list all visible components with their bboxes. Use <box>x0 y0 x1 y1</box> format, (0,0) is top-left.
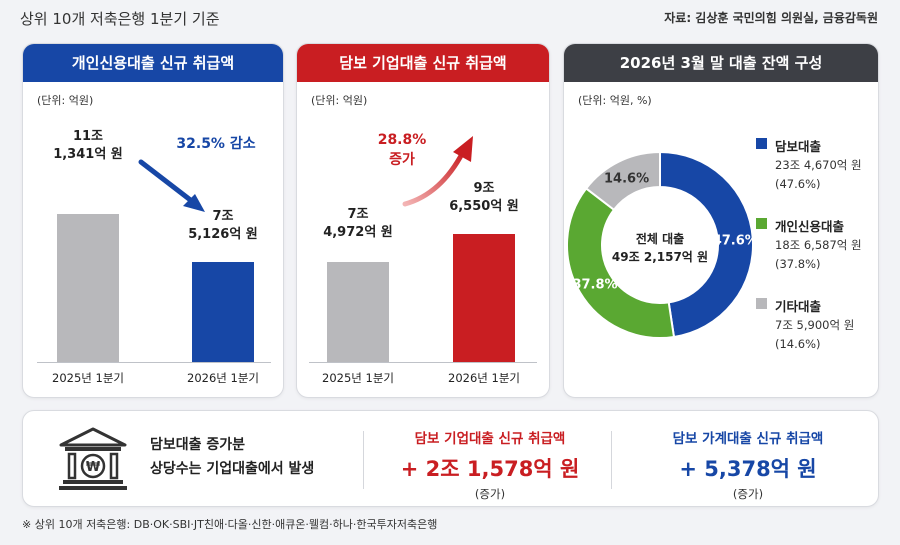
stat-value: + 2조 1,578억 원 <box>400 457 580 481</box>
donut-slice-label: 14.6% <box>604 171 649 186</box>
change-annotation: 28.8% 증가 <box>357 130 447 170</box>
x-tick-2026: 2026년 1분기 <box>187 371 259 385</box>
x-tick-2026: 2026년 1분기 <box>448 371 520 385</box>
stat-title: 담보 가계대출 신규 취급액 <box>672 431 824 447</box>
donut-slice-collateral <box>659 150 754 339</box>
bank-icon: ₩ <box>59 427 127 490</box>
legend-value: 23조 4,670억 원 <box>775 158 862 172</box>
donut-chart: 47.6% 37.8% 14.6% <box>566 150 754 339</box>
legend-swatch <box>756 138 767 149</box>
donut-slice-label: 47.6% <box>713 233 754 248</box>
donut-slice-label: 37.8% <box>572 277 617 292</box>
bar-2026 <box>192 262 254 362</box>
bar-value-line1: 7조 <box>212 209 234 224</box>
stat-collateral-household: 담보 가계대출 신규 취급액 + 5,378억 원 (증가) <box>633 427 863 502</box>
x-tick-2025: 2025년 1분기 <box>322 371 394 385</box>
legend-pct: (14.6%) <box>775 337 821 351</box>
panel-collateral-corporate: 담보 기업대출 신규 취급액 (단위: 억원) 7조 4,972억 원 9조 6… <box>296 43 550 398</box>
stat-title: 담보 기업대출 신규 취급액 <box>414 431 566 447</box>
change-annotation: 32.5% 감소 <box>176 136 256 152</box>
legend-value: 18조 6,587억 원 <box>775 238 862 252</box>
summary-panel: ₩ 담보대출 증가분 상당수는 기업대출에서 발생 담보 기업대출 신규 취급액… <box>22 410 879 507</box>
divider <box>611 431 612 489</box>
divider <box>363 431 364 489</box>
summary-line2: 상당수는 기업대출에서 발생 <box>150 461 315 477</box>
bar-value-line2: 6,550억 원 <box>449 199 519 214</box>
legend-pct: (47.6%) <box>775 177 821 191</box>
legend-name: 기타대출 <box>775 299 822 314</box>
legend-name: 개인신용대출 <box>775 219 845 234</box>
legend-swatch <box>756 218 767 229</box>
svg-text:₩: ₩ <box>86 460 101 475</box>
bar-value-line2: 4,972억 원 <box>323 225 393 240</box>
bar-value-line1: 11조 <box>72 129 104 144</box>
legend-pct: (37.8%) <box>775 257 821 271</box>
change-annotation-pct: 28.8% <box>377 132 427 148</box>
legend-value: 7조 5,900억 원 <box>775 318 855 332</box>
bar-value-line2: 1,341억 원 <box>53 147 123 162</box>
panel-title-collateral-corporate: 담보 기업대출 신규 취급액 <box>297 44 549 82</box>
bar-value-line1: 7조 <box>347 207 369 222</box>
legend-swatch <box>756 298 767 309</box>
donut-slice-personal-credit <box>566 187 676 339</box>
donut-center-title: 전체 대출 <box>635 232 685 246</box>
panel-title-personal-credit: 개인신용대출 신규 취급액 <box>23 44 283 82</box>
bar-value-line2: 5,126억 원 <box>188 227 258 242</box>
panel-loan-composition: 2026년 3월 말 대출 잔액 구성 (단위: 억원, %) 47.6% 37.… <box>563 43 879 398</box>
panel-title-loan-composition: 2026년 3월 말 대출 잔액 구성 <box>564 44 878 82</box>
stat-collateral-corporate: 담보 기업대출 신규 취급액 + 2조 1,578억 원 (증가) <box>375 427 605 502</box>
increase-arrow-icon <box>402 136 473 207</box>
decrease-arrow-icon <box>138 159 205 212</box>
donut-slice-other <box>584 150 661 212</box>
footnote: ※ 상위 10개 저축은행: DB·OK·SBI·JT친애·다올·신한·애큐온·… <box>22 518 438 531</box>
unit-label: (단위: 억원) <box>311 94 368 107</box>
unit-label: (단위: 억원) <box>37 94 94 107</box>
x-axis-line <box>309 362 537 363</box>
stat-value: + 5,378억 원 <box>679 457 817 481</box>
unit-label: (단위: 억원, %) <box>578 94 652 107</box>
bar-value-label-2026: 9조 6,550억 원 <box>424 180 544 216</box>
page-title: 상위 10개 저축은행 1분기 기준 <box>20 10 220 28</box>
bar-value-label-2026: 7조 5,126억 원 <box>163 208 283 244</box>
summary-text: 담보대출 증가분 상당수는 기업대출에서 발생 <box>150 433 314 481</box>
panel-personal-credit: 개인신용대출 신규 취급액 (단위: 억원) 11조 1,341억 원 7조 5… <box>22 43 284 398</box>
change-annotation-word: 증가 <box>389 152 415 168</box>
stat-note: (증가) <box>732 487 764 501</box>
legend-name: 담보대출 <box>775 139 822 154</box>
x-axis-line <box>37 362 271 363</box>
source-note: 자료: 김상훈 국민의힘 의원실, 금융감독원 <box>664 11 878 25</box>
stat-note: (증가) <box>474 487 506 501</box>
bar-value-line1: 9조 <box>473 181 495 196</box>
donut-center-value: 49조 2,157억 원 <box>611 250 709 264</box>
summary-line1: 담보대출 증가분 <box>150 437 246 453</box>
bar-2026 <box>453 233 515 362</box>
bar-2025 <box>57 214 119 362</box>
bar-2025 <box>327 262 389 362</box>
bar-value-label-2025: 11조 1,341억 원 <box>28 128 148 164</box>
bar-value-label-2025: 7조 4,972억 원 <box>298 206 418 242</box>
x-tick-2025: 2025년 1분기 <box>52 371 124 385</box>
donut-center-label: 전체 대출 49조 2,157억 원 <box>600 230 720 266</box>
